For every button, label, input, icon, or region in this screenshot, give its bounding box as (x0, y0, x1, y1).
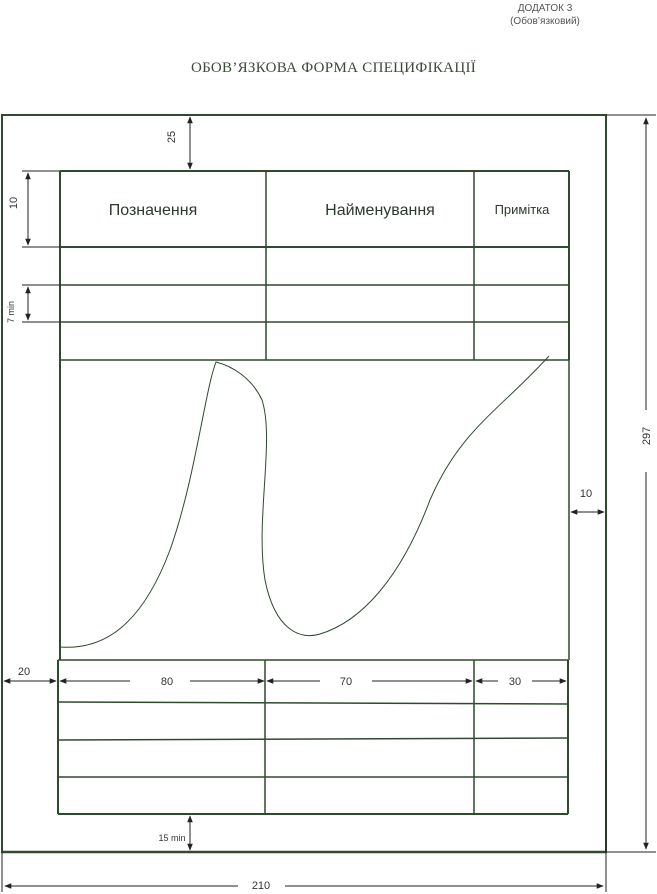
dim-bottom-margin-label: 15 min (158, 833, 185, 843)
dim-sheet-width (1, 760, 607, 892)
dim-sheet-height (606, 114, 656, 853)
dim-col-2-label: 70 (340, 676, 352, 688)
sheet-border (1, 114, 607, 853)
spec-table (57, 170, 570, 815)
dim-sheet-height-label: 297 (641, 427, 653, 445)
header-note: Примітка (495, 202, 551, 217)
dim-top-margin-label: 25 (166, 131, 178, 143)
dim-row-height-label: 7 min (6, 301, 16, 323)
sheet-frame (1, 114, 607, 853)
appendix-status: (Обов’язковий) (510, 16, 580, 27)
dim-header-height (22, 170, 60, 248)
dim-row-height (22, 284, 60, 323)
appendix-number: ДОДАТОК 3 (517, 3, 573, 14)
header-name: Найменування (325, 202, 435, 219)
dim-col-3-label: 30 (509, 676, 521, 688)
dim-col-1-label: 80 (161, 676, 173, 688)
dim-right-margin-label: 10 (580, 488, 592, 500)
document-title: ОБОВ’ЯЗКОВА ФОРМА СПЕЦИФІКАЦІЇ (190, 60, 477, 76)
header-designation: Позначення (109, 202, 198, 219)
break-line (59, 355, 550, 648)
lower-row-line-1 (57, 701, 569, 705)
dim-header-height-label: 10 (8, 197, 20, 209)
dim-sheet-width-label: 210 (252, 880, 270, 892)
appendix-label: ДОДАТОК 3 (Обов’язковий) (470, 2, 620, 28)
dim-left-margin-label: 20 (18, 666, 30, 678)
lower-row-line-2 (57, 737, 569, 741)
